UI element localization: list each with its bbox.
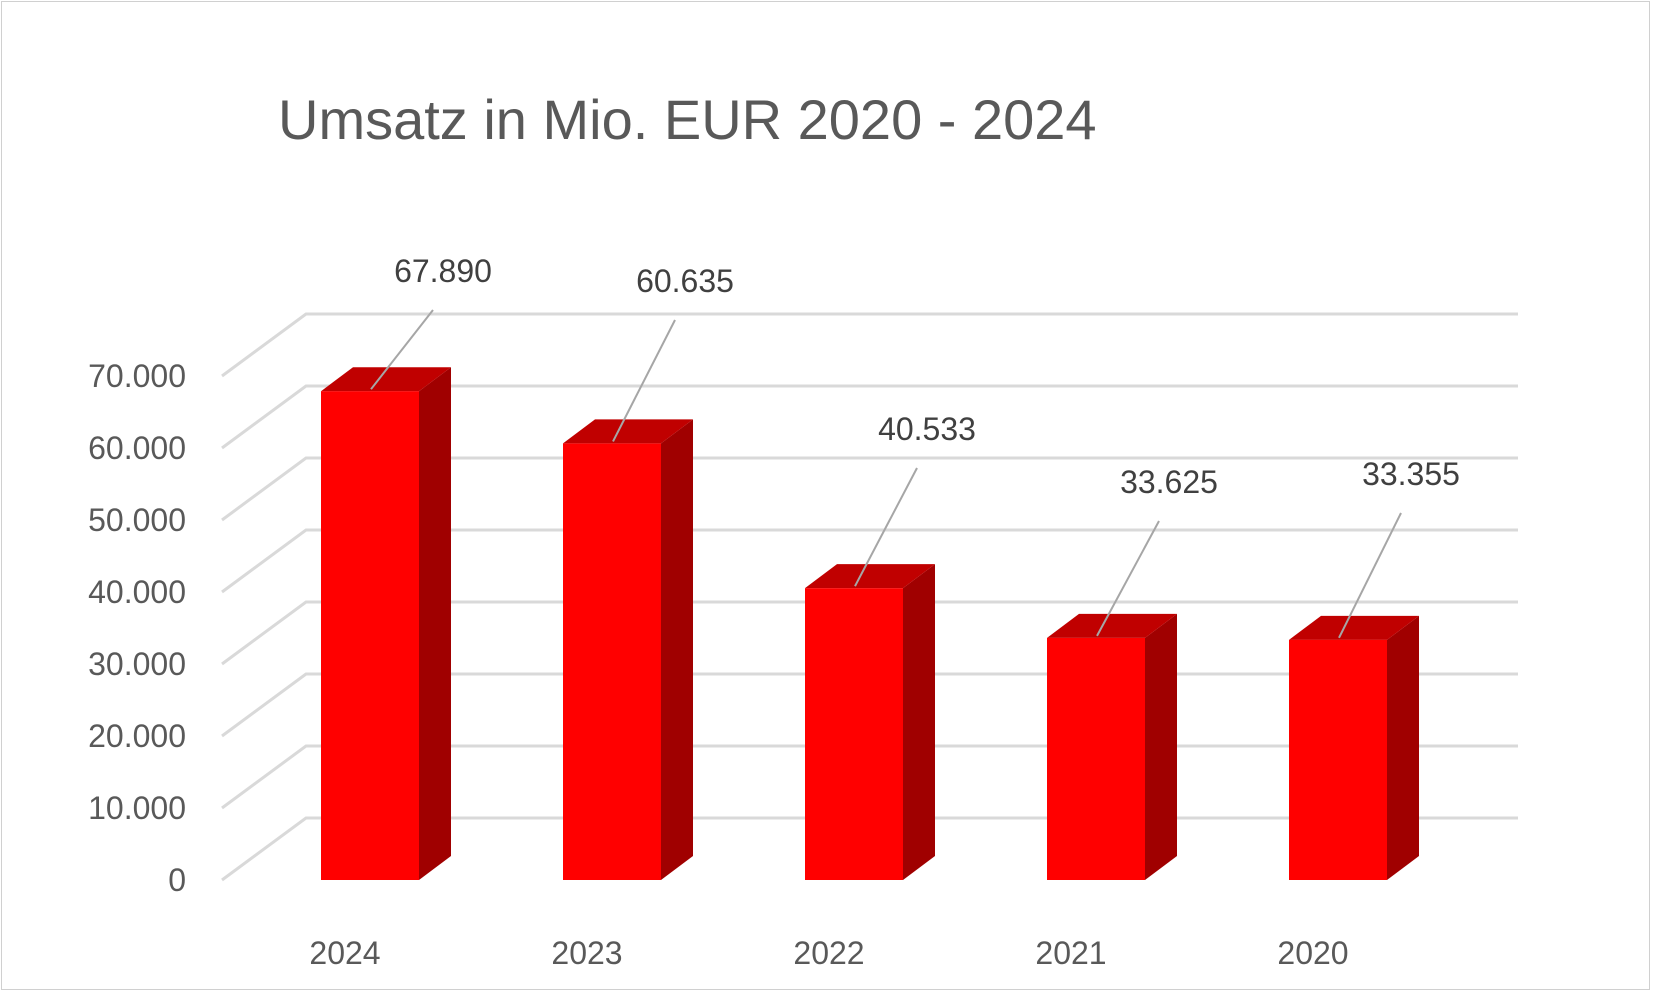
bar-top <box>563 419 693 444</box>
chart-title: Umsatz in Mio. EUR 2020 - 2024 <box>278 88 1097 151</box>
bar-front <box>1047 637 1145 880</box>
bar-top <box>805 564 935 589</box>
bar <box>1047 613 1177 880</box>
data-label: 40.533 <box>878 411 976 447</box>
x-tick-label: 2023 <box>551 935 622 971</box>
bar <box>805 564 935 880</box>
bar-front <box>321 391 419 880</box>
bar-top <box>1289 615 1419 640</box>
x-tick-label: 2021 <box>1035 935 1106 971</box>
gridline <box>221 312 1518 378</box>
leader-line <box>370 309 434 390</box>
gridline <box>221 528 1518 594</box>
bar-front <box>563 443 661 880</box>
data-label: 67.890 <box>394 253 492 289</box>
gridline <box>221 600 1518 666</box>
y-tick-label: 50.000 <box>88 502 186 538</box>
leader-line <box>1338 512 1402 639</box>
data-labels: 67.890 60.635 40.533 33.625 33.355 <box>370 253 1460 639</box>
x-tick-label: 2022 <box>793 935 864 971</box>
bar-side <box>903 564 935 880</box>
y-tick-label: 0 <box>168 862 186 898</box>
bar-side <box>1387 615 1419 880</box>
gridline <box>221 456 1518 522</box>
leader-line <box>612 319 676 442</box>
bar <box>563 419 693 880</box>
x-tick-label: 2020 <box>1277 935 1348 971</box>
y-tick-label: 10.000 <box>88 790 186 826</box>
y-tick-label: 60.000 <box>88 430 186 466</box>
x-tick-label: 2024 <box>309 935 380 971</box>
bar <box>321 367 451 880</box>
bar-top <box>321 367 451 392</box>
bar-front <box>1289 639 1387 880</box>
x-axis-tick-labels: 2024 2023 2022 2021 2020 <box>309 935 1348 971</box>
gridline <box>221 384 1518 450</box>
data-label: 33.625 <box>1120 464 1218 500</box>
leader-line <box>854 467 918 587</box>
data-label: 60.635 <box>636 263 734 299</box>
bar <box>1289 615 1419 880</box>
bar-side <box>661 419 693 880</box>
data-label: 33.355 <box>1362 456 1460 492</box>
bar-side <box>1145 613 1177 880</box>
bar-top <box>1047 613 1177 638</box>
bar-front <box>805 588 903 880</box>
leader-line <box>1096 520 1160 637</box>
bar-side <box>419 367 451 880</box>
y-tick-label: 70.000 <box>88 358 186 394</box>
y-tick-label: 20.000 <box>88 718 186 754</box>
bar-series <box>321 367 1419 880</box>
y-tick-label: 40.000 <box>88 574 186 610</box>
y-tick-label: 30.000 <box>88 646 186 682</box>
y-axis-tick-labels: 0 10.000 20.000 30.000 40.000 50.000 60.000 70.… <box>88 358 186 898</box>
